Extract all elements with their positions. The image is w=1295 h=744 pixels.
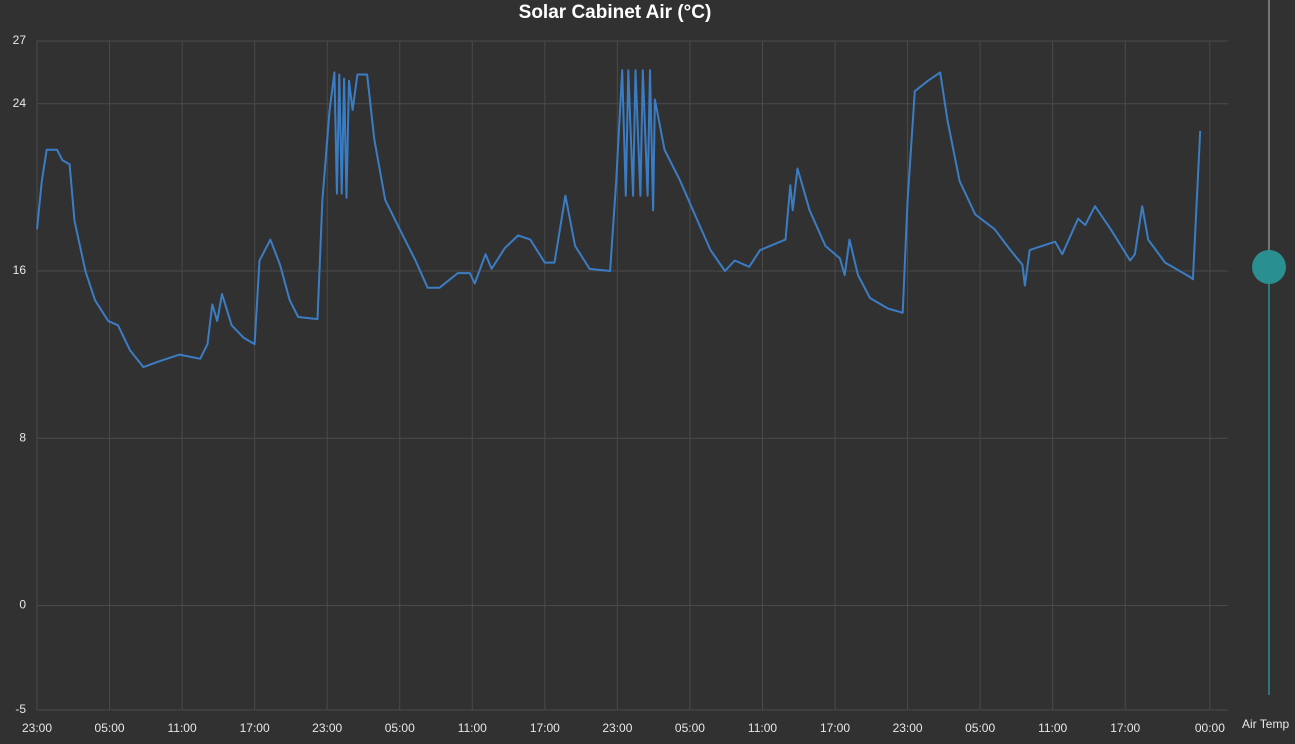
x-tick-label: 05:00 [95, 721, 125, 735]
x-tick-label: 11:00 [168, 721, 197, 735]
x-tick-label: 17:00 [1110, 721, 1140, 735]
x-tick-label: 11:00 [1038, 721, 1067, 735]
legend-label: Air Temp [1242, 717, 1289, 731]
x-tick-label: 17:00 [530, 721, 560, 735]
y-tick-label: -5 [15, 702, 26, 716]
x-tick-label: 23:00 [312, 721, 342, 735]
x-tick-label: 05:00 [385, 721, 415, 735]
x-tick-label: 23:00 [602, 721, 632, 735]
chart-title: Solar Cabinet Air (°C) [519, 2, 712, 23]
series-line [36, 69, 1202, 369]
x-tick-label: 17:00 [820, 721, 850, 735]
x-tick-label: 23:00 [893, 721, 923, 735]
y-tick-label: 27 [13, 33, 27, 47]
y-tick-label: 24 [13, 96, 27, 110]
y-tick-label: 8 [19, 430, 26, 444]
x-tick-label: 23:00 [22, 721, 52, 735]
y-tick-label: 16 [13, 263, 27, 277]
plot: -5 0 8 16 24 27 23:00 05:00 11:00 17:00 23:00 05:00… [13, 33, 1228, 735]
x-tick-label: 00:00 [1195, 721, 1225, 735]
x-tick-label: 11:00 [458, 721, 487, 735]
x-tick-label: 11:00 [748, 721, 777, 735]
x-tick-label: 05:00 [675, 721, 705, 735]
x-tick-label: 17:00 [240, 721, 270, 735]
x-tick-label: 05:00 [965, 721, 995, 735]
y-tick-label: 0 [19, 598, 26, 612]
gauge-knob [1252, 250, 1286, 284]
